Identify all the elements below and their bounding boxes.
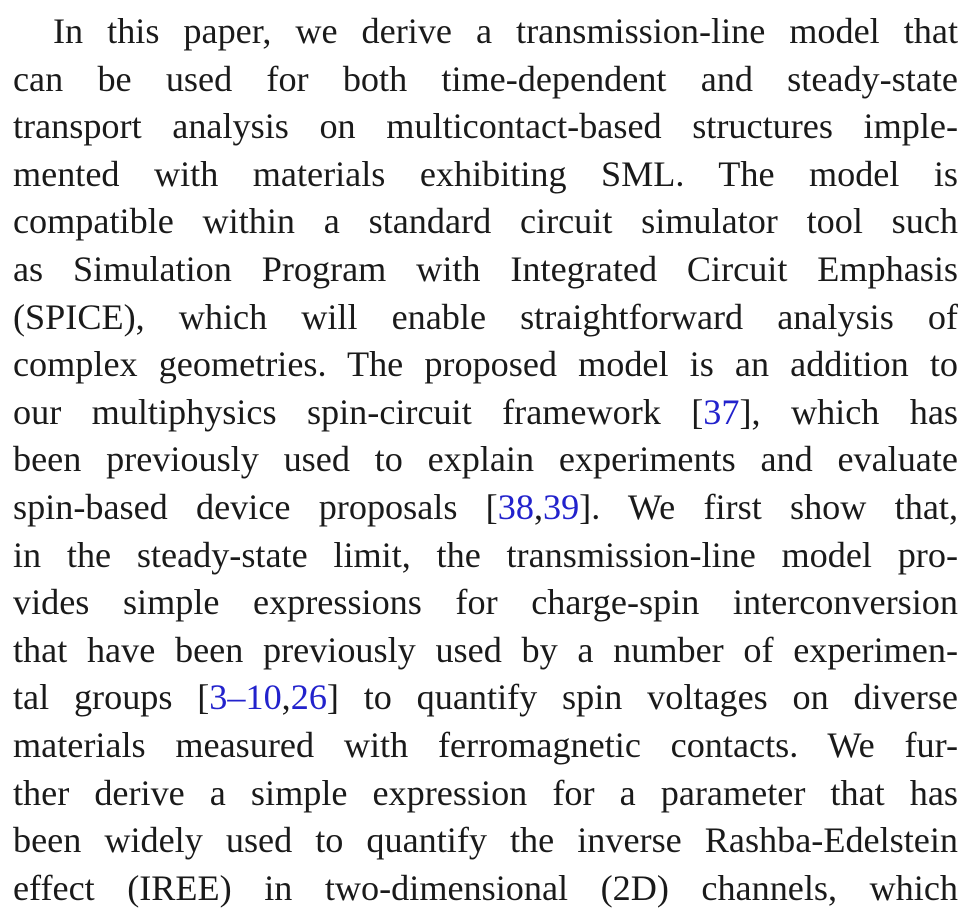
text-line: In this paper, we derive a transmission-… [13,8,958,56]
text-segment: mented with materials exhibiting SML. Th… [13,153,958,194]
text-segment: tal groups [ [13,677,210,718]
text-line: tal groups [3–10,26] to quantify spin vo… [13,674,958,722]
text-segment: , [281,677,291,718]
text-segment: spin-based device proposals [ [13,486,498,527]
text-segment: ther derive a simple expression for a pa… [13,772,958,813]
text-segment: as Simulation Program with Integrated Ci… [13,248,958,289]
citation-link[interactable]: 37 [703,391,740,432]
text-line: that have been previously used by a numb… [13,627,958,675]
citation-link[interactable]: 26 [290,677,327,718]
text-segment: in the steady-state limit, the transmiss… [13,534,958,575]
text-line: our multiphysics spin-circuit framework … [13,389,958,437]
text-line: as Simulation Program with Integrated Ci… [13,246,958,294]
text-segment: , [533,486,543,527]
text-line: (SPICE), which will enable straightforwa… [13,294,958,342]
text-segment: (SPICE), which will enable straightforwa… [13,296,958,337]
text-line: spin-based device proposals [38,39]. We … [13,484,958,532]
citation-link[interactable]: 39 [542,486,580,527]
text-line: complex geometries. The proposed model i… [13,341,958,389]
text-segment: been previously used to explain experime… [13,439,958,480]
text-line: can be used for both time-dependent and … [13,56,958,104]
text-line: ther derive a simple expression for a pa… [13,770,958,818]
text-line: effect (IREE) in two-dimensional (2D) ch… [13,865,958,912]
text-segment: been widely used to quantify the inverse… [13,820,958,861]
text-line: transport analysis on multicontact-based… [13,103,958,151]
text-segment: complex geometries. The proposed model i… [13,344,958,385]
paper-body-paragraph: In this paper, we derive a transmission-… [13,8,958,912]
text-segment: compatible within a standard circuit sim… [13,201,958,242]
text-segment: ]. We first show that, [579,486,958,527]
text-line: materials measured with ferromagnetic co… [13,722,958,770]
text-segment: transport analysis on multicontact-based… [13,106,958,147]
text-line: mented with materials exhibiting SML. Th… [13,151,958,199]
text-line: in the steady-state limit, the transmiss… [13,532,958,580]
citation-link[interactable]: 3–10 [209,677,282,718]
citation-link[interactable]: 38 [497,486,534,527]
text-segment: materials measured with ferromagnetic co… [13,724,958,765]
text-segment: ], which has [739,391,958,432]
text-segment: our multiphysics spin-circuit framework … [13,391,704,432]
text-line: been previously used to explain experime… [13,436,958,484]
text-line: vides simple expressions for charge-spin… [13,579,958,627]
text-segment: In this paper, we derive a transmission-… [53,11,958,51]
text-segment: effect (IREE) in two-dimensional (2D) ch… [13,867,958,908]
text-segment: can be used for both time-dependent and … [13,58,958,99]
text-line: been widely used to quantify the inverse… [13,817,958,865]
text-segment: ] to quantify spin voltages on diverse [326,677,958,718]
text-segment: vides simple expressions for charge-spin… [13,582,958,623]
text-segment: that have been previously used by a numb… [13,629,958,670]
text-line: compatible within a standard circuit sim… [13,198,958,246]
